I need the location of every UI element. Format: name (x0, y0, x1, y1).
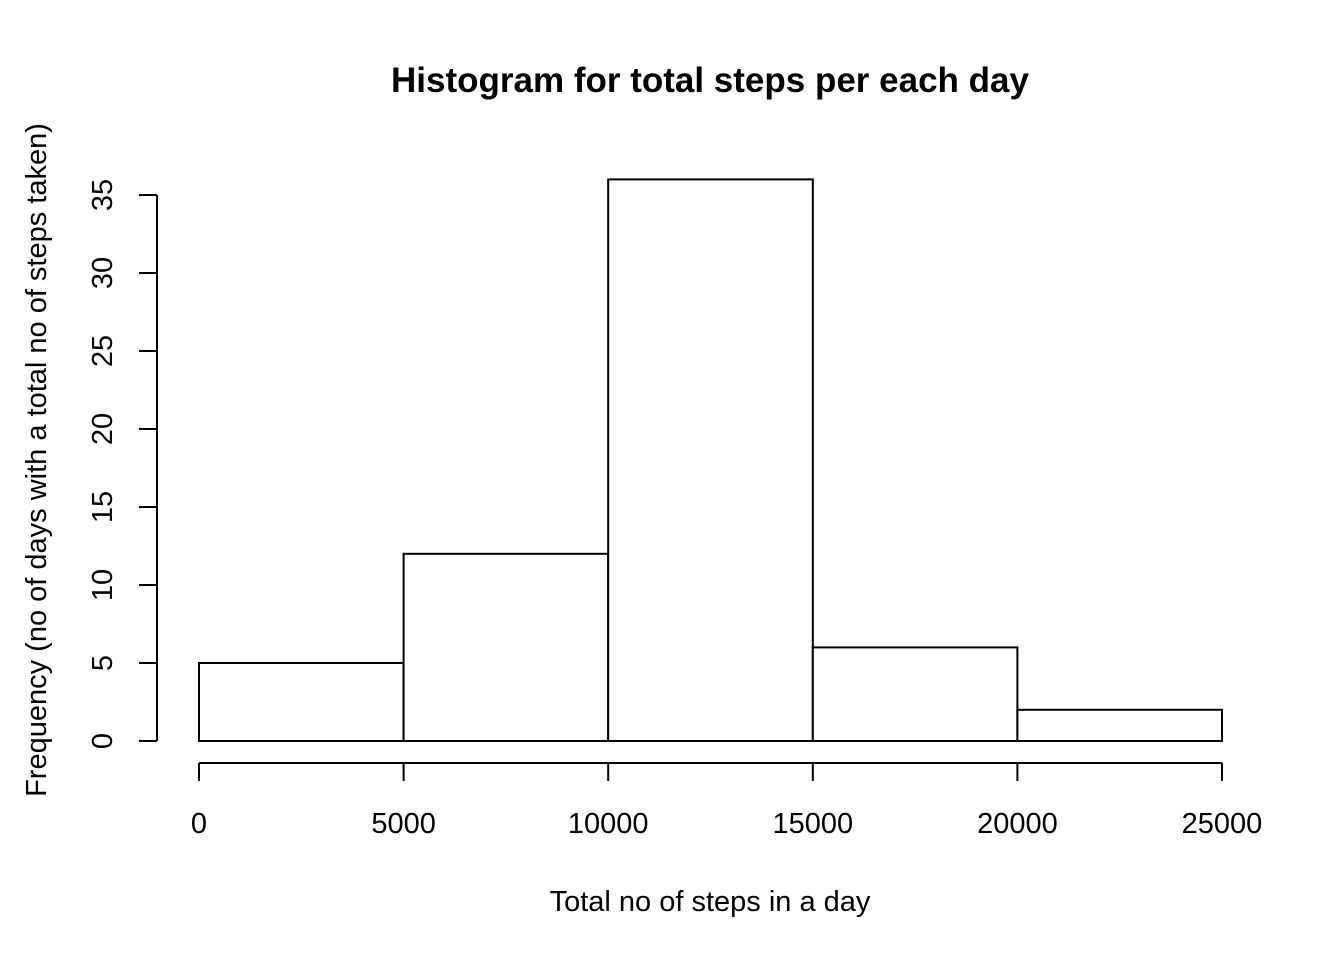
x-tick-label: 15000 (772, 808, 853, 840)
y-axis-label: Frequency (no of days with a total no of… (21, 123, 53, 797)
x-axis-label: Total no of steps in a day (550, 886, 871, 918)
bars-group (198, 178, 1224, 743)
histogram-bar (607, 178, 814, 742)
y-axis: 0 5 10 15 20 25 30 35 (87, 179, 158, 749)
x-tick-label: 10000 (568, 808, 649, 840)
y-tick-label: 20 (87, 413, 119, 445)
y-tick-label: 30 (87, 257, 119, 289)
histogram-bar (198, 662, 405, 742)
y-tick-label: 15 (87, 491, 119, 523)
x-tick-label: 25000 (1182, 808, 1263, 840)
x-tick-label: 20000 (977, 808, 1058, 840)
x-tick-label: 5000 (371, 808, 436, 840)
histogram-bar (811, 646, 1019, 743)
y-tick-label: 25 (87, 335, 119, 367)
y-tick-label: 0 (87, 733, 119, 749)
histogram-bar (402, 552, 610, 742)
y-tick-label: 35 (87, 179, 119, 211)
y-tick-label: 5 (87, 655, 119, 671)
y-tick-label: 10 (87, 569, 119, 601)
histogram-bar (1016, 708, 1224, 742)
x-axis: 0 5000 10000 15000 20000 25000 (191, 762, 1263, 840)
chart-title: Histogram for total steps per each day (391, 61, 1029, 100)
x-tick-label: 0 (191, 808, 207, 840)
